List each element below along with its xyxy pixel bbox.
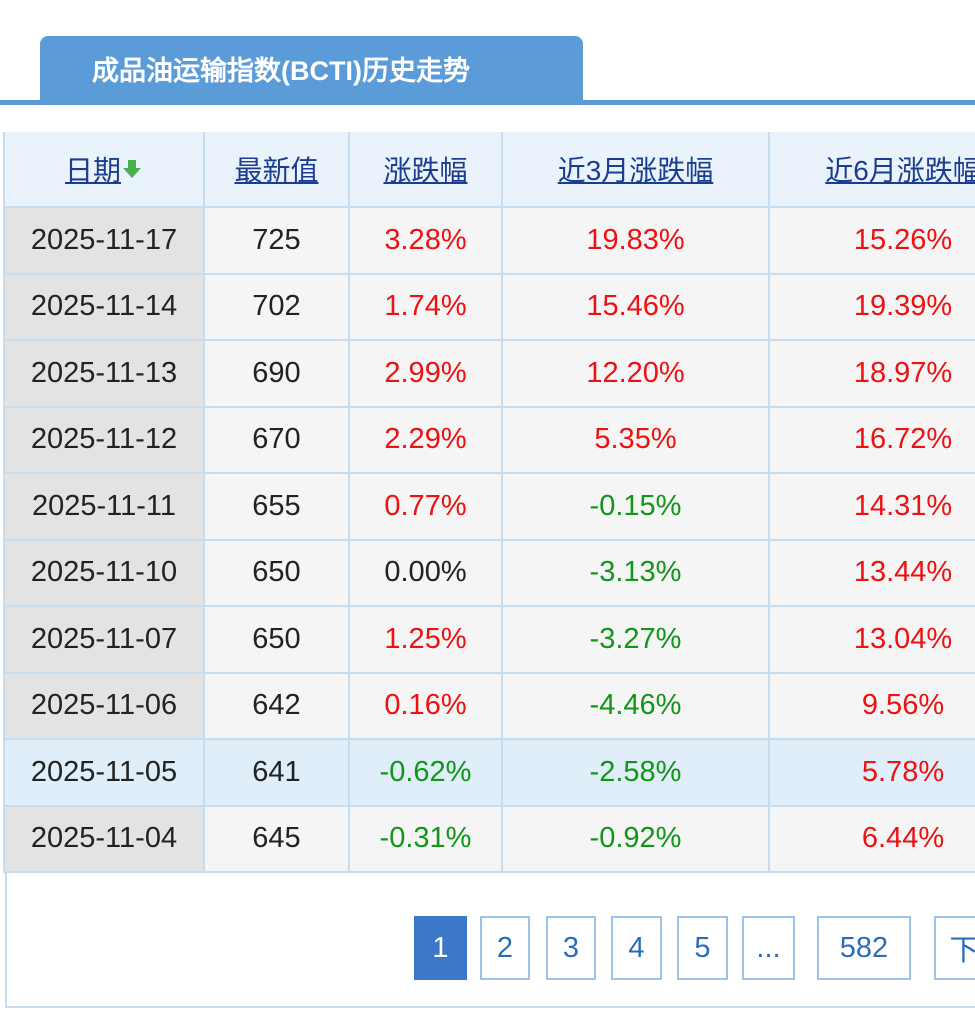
tab-underline xyxy=(0,100,975,105)
value-cell: 641 xyxy=(205,740,350,807)
date-cell: 2025-11-04 xyxy=(5,806,205,873)
value-cell: 6.44% xyxy=(770,806,975,873)
value-cell: 642 xyxy=(205,673,350,740)
value-cell: 3.28% xyxy=(350,208,503,275)
date-cell: 2025-11-11 xyxy=(5,474,205,541)
value-cell: 702 xyxy=(205,274,350,341)
pager-box xyxy=(5,873,975,1008)
value-cell: 670 xyxy=(205,407,350,474)
value-cell: -4.46% xyxy=(503,673,770,740)
value-cell: 0.00% xyxy=(350,540,503,607)
value-cell: -0.31% xyxy=(350,806,503,873)
date-cell: 2025-11-13 xyxy=(5,341,205,408)
value-cell: 5.35% xyxy=(503,407,770,474)
value-cell: 650 xyxy=(205,607,350,674)
page-button[interactable]: 3 xyxy=(546,916,596,980)
date-cell: 2025-11-07 xyxy=(5,607,205,674)
date-cell: 2025-11-10 xyxy=(5,540,205,607)
date-cell: 2025-11-17 xyxy=(5,208,205,275)
value-cell: 19.83% xyxy=(503,208,770,275)
value-cell: 13.44% xyxy=(770,540,975,607)
value-cell: 14.31% xyxy=(770,474,975,541)
value-cell: 655 xyxy=(205,474,350,541)
column-header[interactable]: 日期 xyxy=(5,132,205,208)
date-cell: 2025-11-12 xyxy=(5,407,205,474)
value-cell: 16.72% xyxy=(770,407,975,474)
value-cell: 9.56% xyxy=(770,673,975,740)
value-cell: -0.15% xyxy=(503,474,770,541)
value-cell: 725 xyxy=(205,208,350,275)
value-cell: -3.27% xyxy=(503,607,770,674)
sort-arrow xyxy=(123,160,141,178)
value-cell: 19.39% xyxy=(770,274,975,341)
value-cell: -2.58% xyxy=(503,740,770,807)
column-header[interactable]: 近3月涨跌幅 xyxy=(503,132,770,208)
value-cell: 15.26% xyxy=(770,208,975,275)
value-cell: 1.25% xyxy=(350,607,503,674)
page-button[interactable]: ... xyxy=(742,916,795,980)
value-cell: -0.62% xyxy=(350,740,503,807)
page-button[interactable]: 5 xyxy=(677,916,728,980)
value-cell: 13.04% xyxy=(770,607,975,674)
value-cell: 0.77% xyxy=(350,474,503,541)
value-cell: -0.92% xyxy=(503,806,770,873)
value-cell: 12.20% xyxy=(503,341,770,408)
page-button[interactable]: 4 xyxy=(611,916,662,980)
page-button[interactable]: 582 xyxy=(817,916,911,980)
value-cell: 650 xyxy=(205,540,350,607)
date-cell: 2025-11-14 xyxy=(5,274,205,341)
tab-title[interactable]: 成品油运输指数(BCTI)历史走势 xyxy=(40,36,583,102)
value-cell: 15.46% xyxy=(503,274,770,341)
page-button[interactable]: 2 xyxy=(480,916,530,980)
value-cell: 690 xyxy=(205,341,350,408)
value-cell: 2.99% xyxy=(350,341,503,408)
column-header[interactable]: 最新值 xyxy=(205,132,350,208)
value-cell: -3.13% xyxy=(503,540,770,607)
column-header[interactable]: 近6月涨跌幅 xyxy=(770,132,975,208)
value-cell: 5.78% xyxy=(770,740,975,807)
page-button[interactable]: 下 xyxy=(934,916,975,980)
column-header[interactable]: 涨跌幅 xyxy=(350,132,503,208)
value-cell: 1.74% xyxy=(350,274,503,341)
date-cell: 2025-11-05 xyxy=(5,740,205,807)
value-cell: 645 xyxy=(205,806,350,873)
value-cell: 0.16% xyxy=(350,673,503,740)
value-cell: 2.29% xyxy=(350,407,503,474)
page-button[interactable]: 1 xyxy=(414,916,467,980)
date-cell: 2025-11-06 xyxy=(5,673,205,740)
value-cell: 18.97% xyxy=(770,341,975,408)
